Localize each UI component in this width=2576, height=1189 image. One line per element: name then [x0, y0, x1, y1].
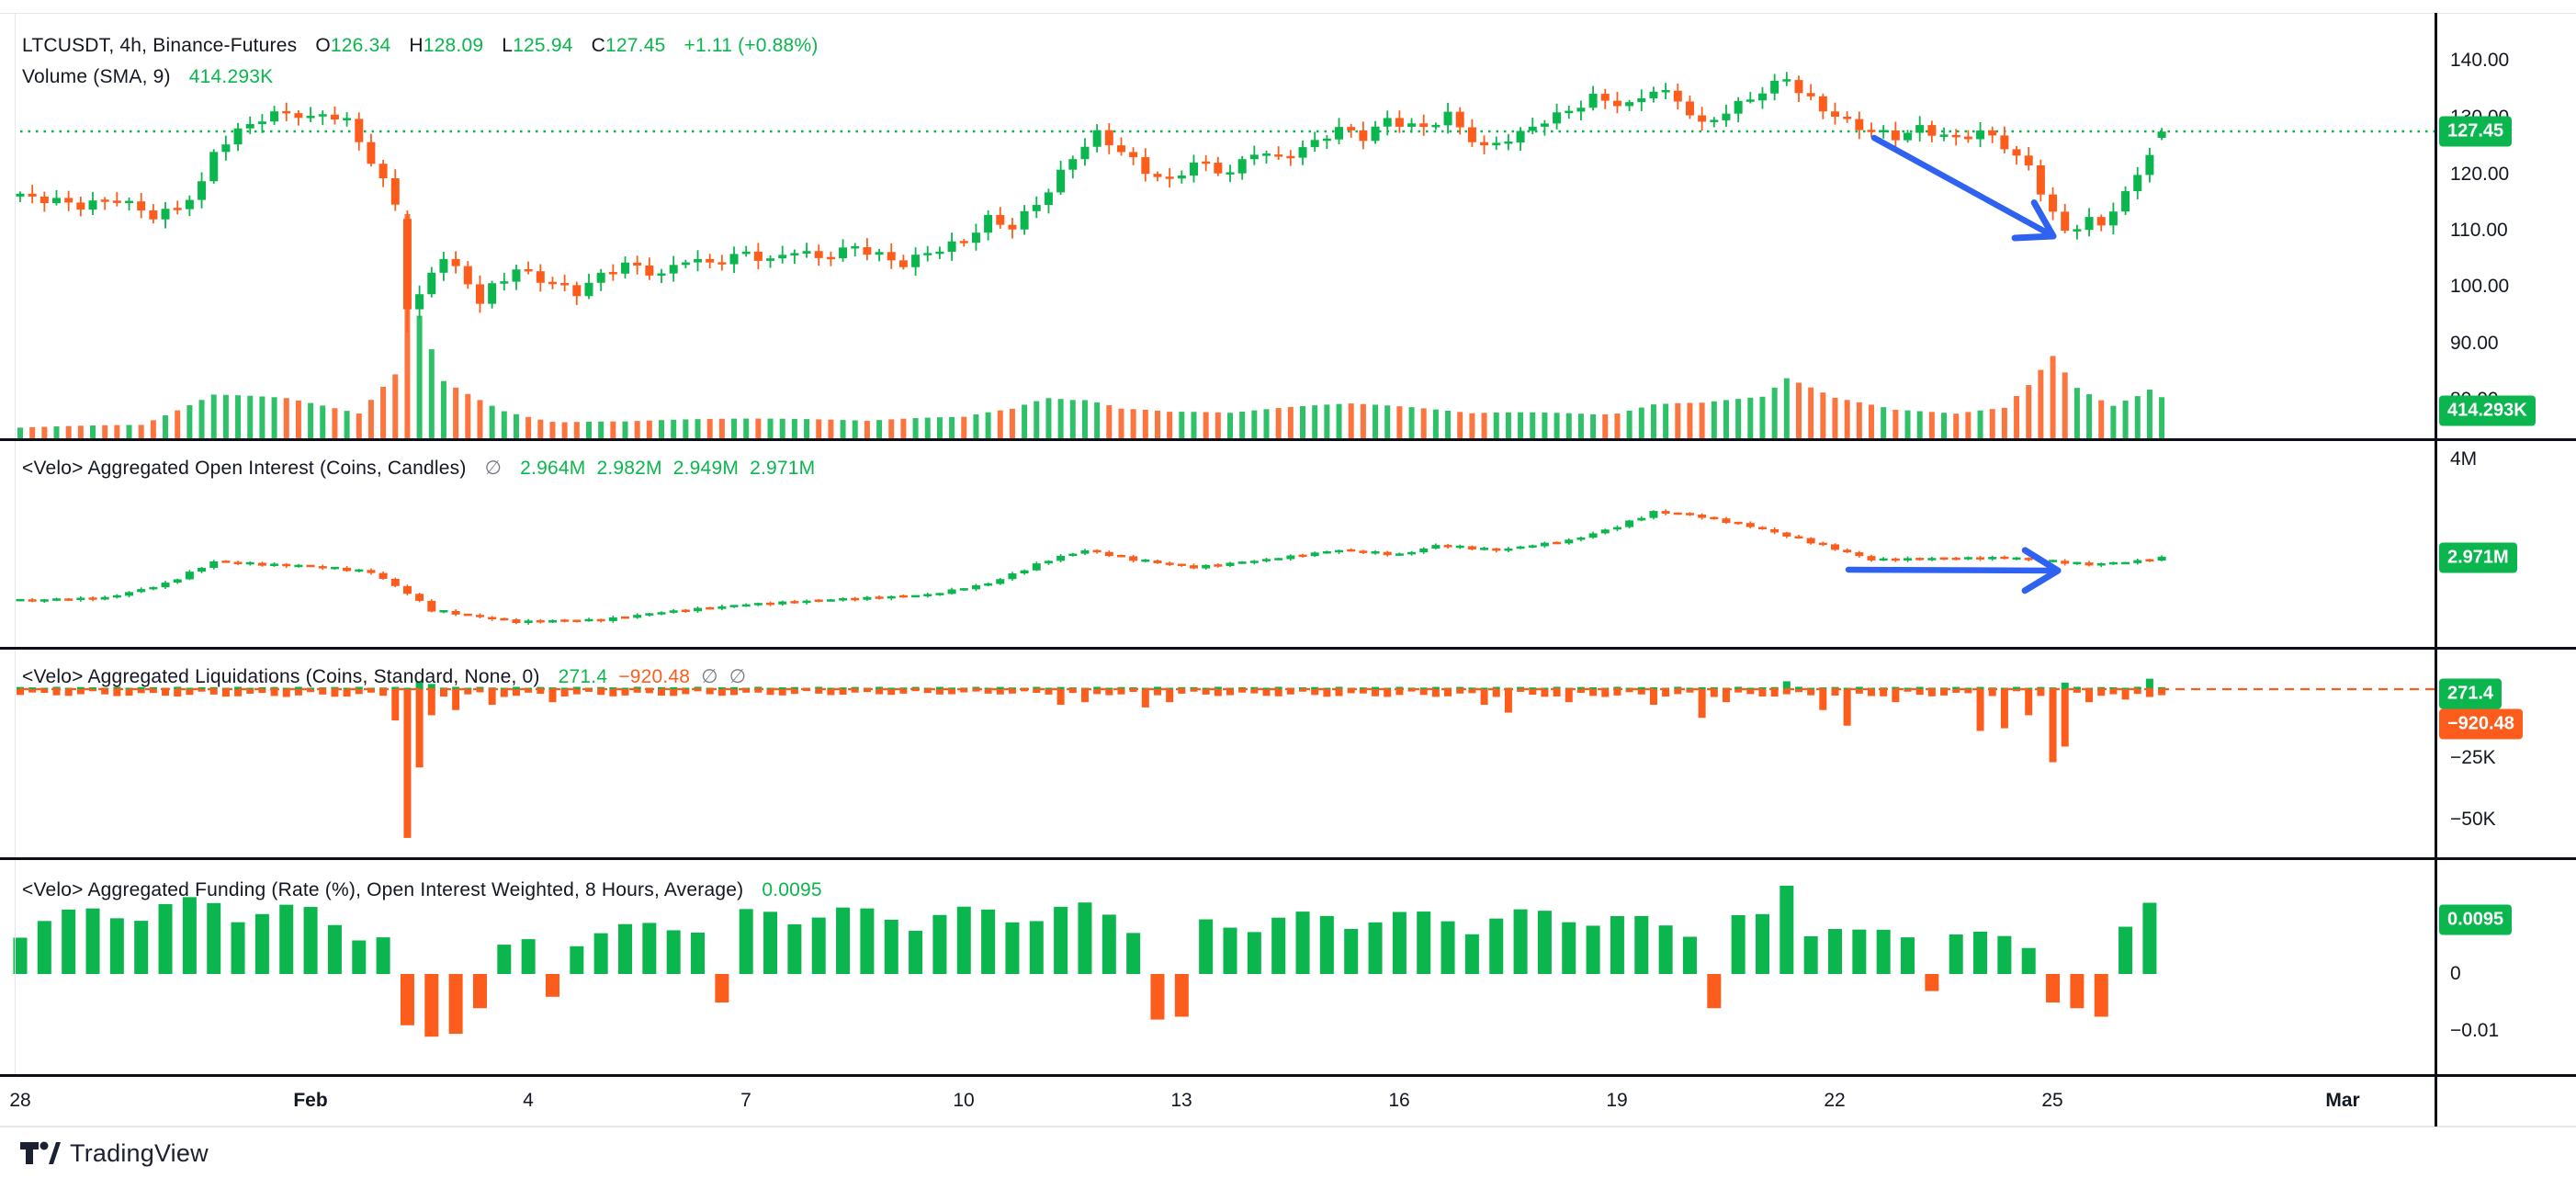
axis-tick-label: 100.00: [2450, 276, 2510, 297]
liq-negative: −920.48: [618, 666, 691, 687]
axis-tick-label: 90.00: [2450, 333, 2499, 354]
phi-icon: ∅: [701, 666, 718, 687]
tradingview-logo-text: TradingView: [70, 1139, 209, 1167]
funding-histogram: [13, 885, 2157, 1037]
price-axis-border: [2435, 13, 2437, 1127]
axis-price-badge: 127.45: [2439, 116, 2513, 147]
axis-price-badge: 2.971M: [2439, 542, 2517, 573]
oi-low: 2.949M: [672, 458, 740, 479]
time-tick-label: 13: [1170, 1089, 1192, 1111]
close-label: C: [591, 35, 606, 56]
price-scale[interactable]: 140.00130.00120.00110.00100.0090.0080.00…: [2437, 13, 2576, 1127]
open-interest-label: <Velo> Aggregated Open Interest (Coins, …: [22, 458, 467, 479]
axis-tick-label: 140.00: [2450, 50, 2510, 71]
pane-separator[interactable]: [0, 647, 2576, 650]
high-label: H: [409, 35, 424, 56]
volume-value: 414.293K: [188, 66, 274, 87]
left-border: [15, 13, 16, 1075]
axis-price-badge: 0.0095: [2439, 904, 2513, 935]
top-border: [0, 13, 2576, 14]
symbol-legend[interactable]: LTCUSDT, 4h, Binance-Futures O126.34 H12…: [22, 35, 824, 57]
liquidations-legend[interactable]: <Velo> Aggregated Liquidations (Coins, S…: [22, 665, 751, 688]
change-value: +1.11 (+0.88%): [684, 35, 819, 56]
funding-legend[interactable]: <Velo> Aggregated Funding (Rate (%), Ope…: [22, 879, 828, 901]
axis-tick-label: 120.00: [2450, 164, 2510, 185]
pane-separator[interactable]: [0, 1074, 2576, 1077]
time-tick-label: 4: [523, 1089, 534, 1111]
volume-histogram: [17, 214, 2165, 439]
time-tick-label: Mar: [2325, 1089, 2360, 1111]
phi-icon: ∅: [729, 666, 747, 687]
low-value: 125.94: [513, 35, 573, 56]
oi-high: 2.982M: [596, 458, 662, 479]
pane-separator[interactable]: [0, 857, 2576, 860]
axis-tick-label: −25K: [2450, 747, 2496, 768]
open-label: O: [315, 35, 331, 56]
volume-label: Volume (SMA, 9): [22, 66, 171, 87]
low-label: L: [502, 35, 514, 56]
time-tick-label: 25: [2041, 1089, 2063, 1111]
symbol-title: LTCUSDT, 4h, Binance-Futures: [22, 35, 298, 56]
time-tick-label: 7: [740, 1089, 751, 1111]
open-value: 126.34: [330, 35, 391, 56]
high-value: 128.09: [423, 35, 484, 56]
funding-value: 0.0095: [762, 879, 822, 900]
close-value: 127.45: [605, 35, 666, 56]
time-tick-label: 28: [9, 1089, 31, 1111]
liquidations-histogram: [17, 678, 2435, 838]
open-interest-candles: [16, 509, 2166, 625]
funding-label: <Velo> Aggregated Funding (Rate (%), Ope…: [22, 879, 744, 900]
time-tick-label: 22: [1824, 1089, 1846, 1111]
axis-tick-label: 4M: [2450, 448, 2478, 470]
axis-price-badge: 271.4: [2439, 678, 2503, 709]
liquidations-label: <Velo> Aggregated Liquidations (Coins, S…: [22, 666, 540, 687]
oi-close: 2.971M: [750, 458, 816, 479]
arrow-drawings[interactable]: [1845, 134, 2062, 594]
time-scale[interactable]: 28 Feb 4 7 10 13 16 19 22 25 Mar: [0, 1075, 2576, 1126]
tradingview-logo[interactable]: TradingView: [20, 1139, 209, 1168]
axis-tick-label: 110.00: [2450, 220, 2508, 241]
tradingview-logo-icon: [20, 1141, 61, 1164]
time-tick-label: Feb: [293, 1089, 328, 1111]
time-axis-bottom-border: [0, 1126, 2576, 1127]
liq-positive: 271.4: [558, 666, 608, 687]
axis-tick-label: −50K: [2450, 809, 2496, 830]
pane-separator[interactable]: [0, 438, 2576, 441]
axis-tick-label: 0: [2450, 963, 2461, 984]
oi-open: 2.964M: [520, 458, 586, 479]
volume-legend[interactable]: Volume (SMA, 9) 414.293K: [22, 66, 278, 88]
axis-price-badge: −920.48: [2439, 708, 2523, 740]
axis-price-badge: 414.293K: [2439, 395, 2536, 426]
time-tick-label: 10: [953, 1089, 975, 1111]
time-tick-label: 19: [1606, 1089, 1628, 1111]
open-interest-legend[interactable]: <Velo> Aggregated Open Interest (Coins, …: [22, 457, 820, 480]
phi-icon: ∅: [484, 458, 503, 479]
price-candles: [16, 72, 2166, 333]
axis-tick-label: −0.01: [2450, 1020, 2500, 1041]
time-tick-label: 16: [1388, 1089, 1410, 1111]
